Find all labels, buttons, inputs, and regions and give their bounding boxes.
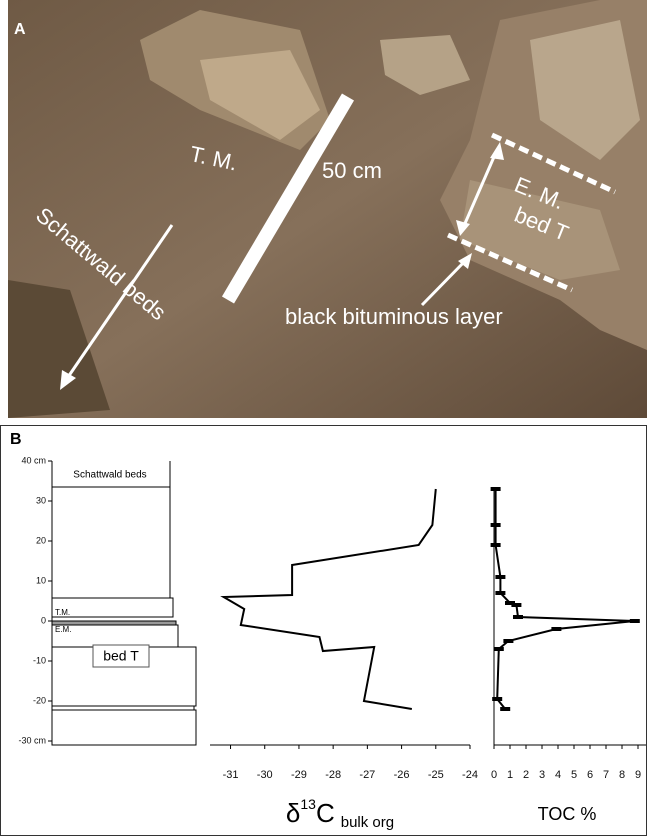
y-tick-label: -10 xyxy=(33,655,46,665)
data-point xyxy=(513,615,523,619)
dashed-line xyxy=(446,232,574,293)
column-unit xyxy=(51,597,174,618)
x-tick-label: -30 xyxy=(257,769,273,781)
data-point xyxy=(503,639,514,643)
label-part: 13 xyxy=(300,796,316,812)
x-tick-label: -29 xyxy=(291,769,307,781)
unit-label: bed T xyxy=(103,648,139,664)
unit-label: T.M. xyxy=(55,608,70,617)
x-tick-label: 0 xyxy=(491,769,497,781)
arrowhead xyxy=(490,142,504,160)
x-tick-label: 2 xyxy=(523,769,529,781)
x-axis-label: TOC % xyxy=(538,804,597,824)
unit-label: Schattwald beds xyxy=(73,470,146,481)
x-tick-label: -31 xyxy=(223,769,239,781)
panel-label: B xyxy=(10,431,22,448)
data-point xyxy=(500,707,511,711)
data-point xyxy=(495,575,506,579)
data-point xyxy=(490,487,501,491)
x-tick-label: -25 xyxy=(428,769,444,781)
rock xyxy=(460,180,620,280)
y-tick-label: 0 xyxy=(41,615,46,625)
label-part: δ xyxy=(286,798,300,828)
data-point xyxy=(551,627,562,631)
arrowhead xyxy=(456,220,470,236)
column-unit xyxy=(51,486,171,599)
panel-label: A xyxy=(14,21,26,38)
x-tick-label: 6 xyxy=(587,769,593,781)
label-box xyxy=(92,644,150,668)
grass xyxy=(8,280,110,418)
data-point xyxy=(490,523,501,527)
y-tick-label: 30 xyxy=(36,495,46,505)
data-point xyxy=(493,647,504,651)
y-tick-label: 20 xyxy=(36,535,46,545)
photo: A T. M. 50 cm Schattwald beds E. M. bed … xyxy=(8,0,647,418)
x-tick-label: 8 xyxy=(619,769,625,781)
column-unit xyxy=(51,705,195,711)
arrow xyxy=(420,258,468,307)
panel-b: B Schattwald beds T.M. E.M. bed T δ13C bu… xyxy=(0,425,647,836)
data-line xyxy=(494,489,635,710)
data-point xyxy=(490,543,501,547)
label-part: C xyxy=(316,798,335,828)
x-tick-label: 9 xyxy=(635,769,641,781)
x-tick-label: 4 xyxy=(555,769,561,781)
arrow xyxy=(64,224,174,381)
x-axis-label: δ13C bulk org xyxy=(286,796,394,831)
y-tick-label: 40 cm xyxy=(21,455,46,465)
rock xyxy=(380,35,470,95)
label-part: bulk org xyxy=(341,814,394,831)
arrow xyxy=(461,149,499,229)
x-tick-label: 7 xyxy=(603,769,609,781)
data-point xyxy=(492,697,503,701)
unit-label: E.M. xyxy=(55,625,71,634)
scale-bar xyxy=(221,93,355,304)
x-tick-label: 5 xyxy=(571,769,577,781)
y-tick-label: 10 xyxy=(36,575,46,585)
y-tick-label: -20 xyxy=(33,695,46,705)
x-tick-label: -26 xyxy=(394,769,410,781)
dashed-line xyxy=(490,132,617,195)
data-point xyxy=(629,619,640,623)
column-unit xyxy=(51,709,197,746)
rock xyxy=(530,20,640,160)
x-tick-label: -28 xyxy=(325,769,341,781)
rock xyxy=(200,50,320,140)
x-tick-label: -27 xyxy=(359,769,375,781)
data-point xyxy=(511,603,522,607)
x-tick-label: 3 xyxy=(539,769,545,781)
y-tick-label: -30 cm xyxy=(18,735,46,745)
x-tick-label: -24 xyxy=(462,769,478,781)
arrowhead xyxy=(60,370,76,390)
annotation: 50 cm xyxy=(322,158,382,183)
data-point xyxy=(495,591,506,595)
annotation: black bituminous layer xyxy=(285,304,503,329)
arrowhead xyxy=(458,253,472,269)
data-line xyxy=(220,488,437,710)
data-point xyxy=(505,601,515,605)
x-tick-label: 1 xyxy=(507,769,513,781)
